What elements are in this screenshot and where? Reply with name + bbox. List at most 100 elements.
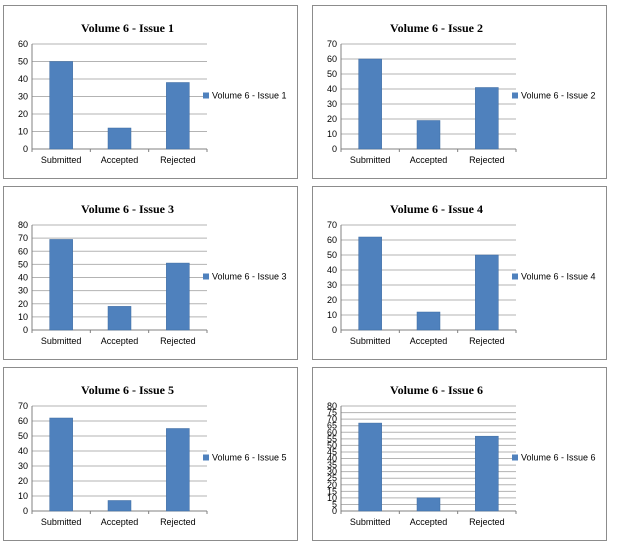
x-tick-label: Rejected [469, 517, 505, 527]
x-tick-label: Accepted [410, 336, 448, 346]
x-tick-label: Rejected [160, 155, 196, 165]
y-tick-label: 30 [18, 461, 28, 471]
y-tick-label: 60 [18, 246, 28, 256]
y-tick-label: 10 [18, 127, 28, 137]
legend-swatch [203, 454, 209, 461]
y-tick-label: 60 [18, 416, 28, 426]
legend-swatch [203, 92, 209, 99]
y-tick-label: 35 [327, 460, 337, 470]
x-tick-label: Submitted [41, 155, 82, 165]
y-tick-label: 55 [327, 434, 337, 444]
bar-rejected [475, 87, 499, 150]
legend-label: Volume 6 - Issue 2 [521, 91, 596, 101]
bar-submitted [358, 58, 382, 150]
chart-panel-issue-3: Volume 6 - Issue 3 0 10 20 30 40 50 60 70 80 Submi… [3, 186, 298, 360]
x-tick-label: Submitted [41, 336, 82, 346]
y-tick-label: 20 [327, 480, 337, 490]
y-tick-label: 50 [327, 440, 337, 450]
y-tick-label: 30 [18, 286, 28, 296]
y-tick-label: 30 [327, 467, 337, 477]
y-tick-label: 70 [327, 39, 337, 49]
chart-panel-issue-4: Volume 6 - Issue 4 0 10 20 30 40 50 60 70 Submitt… [312, 186, 607, 360]
x-tick-label: Rejected [469, 336, 505, 346]
y-tick-label: 30 [327, 99, 337, 109]
y-tick-label: 50 [327, 250, 337, 260]
y-tick-label: 0 [332, 325, 337, 335]
bar-accepted [416, 120, 441, 150]
x-tick-label: Submitted [350, 155, 391, 165]
legend-label: Volume 6 - Issue 3 [212, 272, 287, 282]
legend-swatch [512, 92, 518, 99]
bar-rejected [475, 435, 499, 512]
y-tick-label: 25 [327, 473, 337, 483]
bar-rejected [475, 254, 499, 331]
x-tick-label: Submitted [350, 336, 391, 346]
y-tick-label: 0 [23, 506, 28, 516]
x-tick-label: Accepted [410, 155, 448, 165]
y-tick-label: 20 [327, 295, 337, 305]
y-tick-label: 20 [18, 476, 28, 486]
chart-svg: Volume 6 - Issue 4 0 10 20 30 40 50 60 70 Submitt… [327, 202, 596, 346]
chart-title: Volume 6 - Issue 3 [81, 202, 174, 216]
chart-title: Volume 6 - Issue 2 [390, 21, 483, 35]
chart-title: Volume 6 - Issue 6 [390, 383, 483, 397]
y-tick-label: 40 [327, 454, 337, 464]
x-tick-label: Rejected [160, 517, 196, 527]
y-tick-label: 50 [327, 69, 337, 79]
bar-accepted [416, 497, 441, 512]
chart-title: Volume 6 - Issue 1 [81, 21, 174, 35]
bar-accepted [107, 500, 132, 512]
legend-label: Volume 6 - Issue 6 [521, 453, 596, 463]
y-tick-label: 0 [332, 144, 337, 154]
chart-svg: Volume 6 - Issue 6 0510152025303540455055… [327, 383, 596, 527]
y-tick-label: 20 [327, 114, 337, 124]
bar-accepted [107, 306, 132, 331]
y-tick-label: 15 [327, 486, 337, 496]
y-tick-label: 30 [327, 280, 337, 290]
x-tick-label: Accepted [101, 517, 139, 527]
x-tick-label: Accepted [410, 517, 448, 527]
y-tick-label: 10 [327, 493, 337, 503]
legend-label: Volume 6 - Issue 1 [212, 91, 287, 101]
y-tick-label: 40 [18, 273, 28, 283]
chart-title: Volume 6 - Issue 5 [81, 383, 174, 397]
y-tick-label: 65 [327, 421, 337, 431]
y-tick-label: 70 [18, 401, 28, 411]
y-tick-label: 75 [327, 408, 337, 418]
y-tick-label: 45 [327, 447, 337, 457]
y-tick-label: 70 [327, 220, 337, 230]
y-tick-label: 70 [327, 414, 337, 424]
y-tick-label: 40 [18, 446, 28, 456]
y-tick-label: 10 [18, 312, 28, 322]
chart-panel-issue-1: Volume 6 - Issue 1 0 10 20 30 40 50 60 Submitted… [3, 5, 298, 179]
chart-svg: Volume 6 - Issue 1 0 10 20 30 40 50 60 Submitted… [18, 21, 287, 165]
bar-submitted [358, 236, 382, 331]
x-tick-label: Submitted [41, 517, 82, 527]
y-tick-label: 30 [18, 92, 28, 102]
bar-submitted [49, 61, 73, 150]
y-tick-label: 0 [332, 506, 337, 516]
chart-svg: Volume 6 - Issue 2 0 10 20 30 40 50 60 70 Submitt… [327, 21, 596, 165]
chart-panel-issue-2: Volume 6 - Issue 2 0 10 20 30 40 50 60 70 Submitt… [312, 5, 607, 179]
x-tick-label: Accepted [101, 155, 139, 165]
chart-panel-issue-5: Volume 6 - Issue 5 0 10 20 30 40 50 60 70 Submitt… [3, 367, 298, 541]
bar-rejected [166, 82, 190, 150]
bar-accepted [107, 127, 132, 150]
y-tick-label: 10 [327, 129, 337, 139]
chart-svg: Volume 6 - Issue 3 0 10 20 30 40 50 60 70 80 Submi… [18, 202, 287, 346]
y-tick-label: 20 [18, 109, 28, 119]
chart-panel-issue-6: Volume 6 - Issue 6 0 5 10 15 20 25 30 35 40 45 50 55… [312, 367, 607, 541]
y-tick-label: 5 [332, 499, 337, 509]
y-tick-label: 70 [18, 233, 28, 243]
bar-submitted [49, 239, 73, 331]
chart-title: Volume 6 - Issue 4 [390, 202, 483, 216]
y-tick-label: 40 [327, 265, 337, 275]
y-tick-label: 10 [18, 491, 28, 501]
y-tick-label: 40 [18, 74, 28, 84]
y-tick-label: 10 [327, 310, 337, 320]
y-tick-label: 80 [327, 401, 337, 411]
bar-submitted [358, 422, 382, 512]
bar-rejected [166, 428, 190, 512]
x-tick-label: Accepted [101, 336, 139, 346]
legend-swatch [512, 454, 518, 461]
